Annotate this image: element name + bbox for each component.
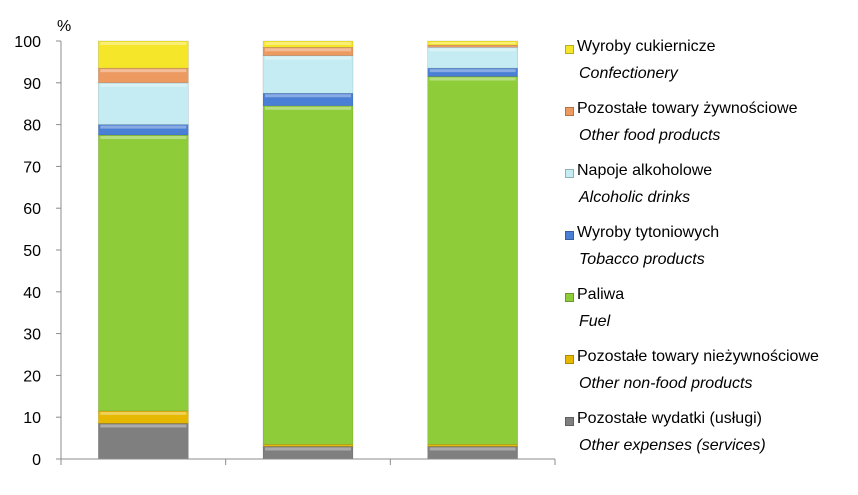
bar-segment-6-category-0 [98,40,189,69]
y-tick-label: 90 [23,76,41,93]
bar-segment-highlight [100,83,187,87]
legend-item-fuel: Paliwa Fuel [565,285,855,347]
bar-segment-2-category-1 [262,105,354,445]
y-tick-label: 20 [23,368,41,385]
legend: Wyroby cukiernicze Confectionery Pozosta… [565,37,855,471]
legend-swatch-fuel [565,293,574,302]
bar-segment-highlight [100,69,187,73]
bar-segment-highlight [429,447,516,451]
bar-segment-highlight [429,48,516,52]
legend-swatch-other-non-food [565,355,574,364]
y-tick-label: 100 [14,34,41,51]
legend-swatch-tobacco [565,231,574,240]
legend-item-alcoholic-drinks: Napoje alkoholowe Alcoholic drinks [565,161,855,223]
bar-segment-highlight [265,94,351,98]
legend-label-en: Fuel [579,313,611,330]
bar-segment-2-category-2 [427,76,518,445]
legend-item-tobacco: Wyroby tytoniowych Tobacco products [565,223,855,285]
legend-item-other-expenses: Pozostałe wydatki (usługi) Other expense… [565,409,855,471]
y-tick-label: 30 [23,327,41,344]
legend-label-pl: Pozostałe wydatki (usługi) [577,410,762,427]
bar-segment-highlight [100,424,187,428]
legend-label-en: Other expenses (services) [579,437,766,454]
legend-item-confectionery: Wyroby cukiernicze Confectionery [565,37,855,99]
legend-label-en: Alcoholic drinks [579,189,691,206]
bar-segment-highlight [265,106,351,110]
bar-segment-highlight [265,447,351,451]
bar-segment-2-category-0 [98,134,189,412]
bar-segment-highlight [265,48,351,52]
legend-swatch-other-food [565,107,574,116]
legend-label-en: Other food products [579,127,721,144]
bar-segment-highlight [100,125,187,129]
bar-segment-highlight [429,77,516,81]
y-tick-label: 50 [23,243,41,260]
y-tick-label: 40 [23,285,41,302]
bar-segment-highlight [265,42,351,45]
bar-segment-6-category-1 [262,40,354,48]
legend-label-pl: Pozostałe towary żywnościowe [577,100,798,117]
bar-segment-6-category-2 [427,40,518,46]
stacked-bar-chart: % 0 10 20 30 40 50 60 70 80 90 100 [14,18,556,469]
legend-label-pl: Wyroby tytoniowych [577,224,720,241]
legend-label-en: Confectionery [579,65,678,82]
bar-segment-highlight [100,136,187,140]
y-axis-label: % [57,18,71,35]
legend-item-other-food: Pozostałe towary żywnościowe Other food … [565,99,855,161]
legend-label-pl: Napoje alkoholowe [577,162,713,179]
legend-swatch-other-expenses [565,417,574,426]
bar-segment-highlight [265,56,351,60]
bar-segment-0-category-0 [98,423,189,460]
legend-label-en: Other non-food products [579,375,753,392]
y-tick-label: 0 [32,452,41,469]
bar-segment-4-category-1 [262,55,354,94]
bar-segment-highlight [100,42,187,45]
y-tick-label: 60 [23,201,41,218]
bar-segment-4-category-0 [98,82,189,125]
legend-label-pl: Paliwa [577,286,625,303]
y-tick-label: 10 [23,410,41,427]
y-tick-label: 80 [23,118,41,135]
legend-swatch-alcoholic-drinks [565,169,574,178]
bar-segment-highlight [429,42,516,45]
legend-label-pl: Pozostałe towary nieżywnościowe [577,348,819,365]
legend-label-pl: Wyroby cukiernicze [577,38,716,55]
y-tick-label: 70 [23,159,41,176]
bar-segment-highlight [429,69,516,73]
bar-segment-highlight [100,411,187,415]
legend-item-other-non-food: Pozostałe towary nieżywnościowe Other no… [565,347,855,409]
legend-label-en: Tobacco products [579,251,705,268]
legend-swatch-confectionery [565,45,574,54]
